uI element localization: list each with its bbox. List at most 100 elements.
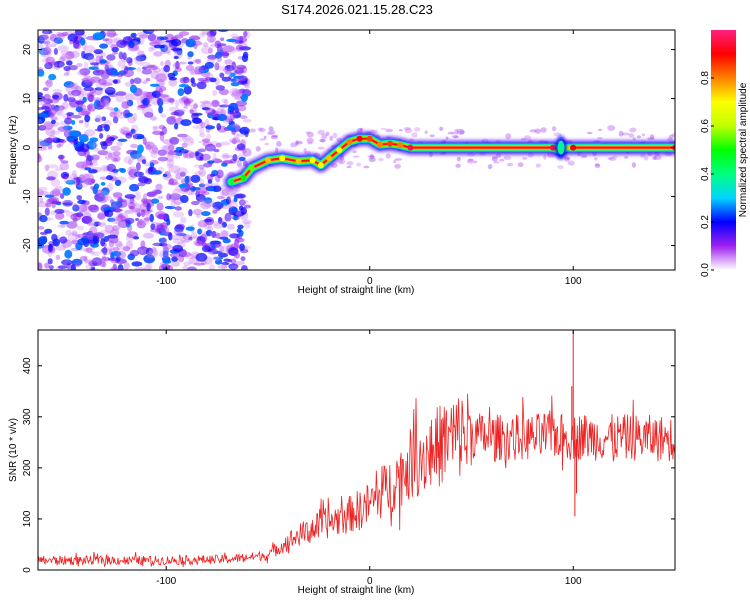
noise-blob <box>135 55 146 62</box>
noise-blob <box>367 155 376 158</box>
noise-blob <box>42 46 52 56</box>
noise-blob <box>58 62 64 68</box>
noise-blob <box>89 137 99 143</box>
noise-blob <box>233 75 245 79</box>
noise-blob <box>78 134 89 143</box>
noise-blob <box>167 150 180 156</box>
spectrogram-xtick-label: -100 <box>156 276 176 287</box>
noise-blob <box>59 154 64 162</box>
noise-blob <box>67 232 78 241</box>
noise-blob <box>215 85 225 91</box>
noise-blob <box>75 233 80 240</box>
noise-blob <box>197 148 206 153</box>
noise-blob <box>116 212 123 219</box>
noise-blob <box>189 137 195 144</box>
noise-blob <box>118 51 124 60</box>
noise-blob <box>439 126 444 131</box>
noise-blob <box>144 111 154 118</box>
noise-blob <box>90 62 99 66</box>
noise-blob <box>363 165 370 169</box>
noise-blob <box>505 133 512 140</box>
noise-blob <box>190 174 201 183</box>
noise-blob <box>227 223 235 230</box>
noise-blob <box>38 189 45 197</box>
noise-blob <box>216 169 224 179</box>
noise-blob <box>189 267 195 270</box>
noise-blob <box>162 250 169 258</box>
noise-blob <box>243 204 252 209</box>
spectrogram-ylabel: Frequency (Hz) <box>8 116 19 185</box>
noise-blob <box>78 120 84 124</box>
noise-blob <box>123 209 135 214</box>
noise-blob <box>197 228 202 235</box>
noise-blob <box>76 225 85 231</box>
noise-blob <box>114 216 122 225</box>
noise-blob <box>128 41 135 49</box>
noise-blob <box>189 109 194 114</box>
noise-blob <box>80 143 90 153</box>
noise-blob <box>122 52 127 61</box>
noise-blob <box>414 127 421 132</box>
noise-blob <box>98 190 109 198</box>
noise-blob <box>136 171 145 177</box>
noise-blob <box>185 226 195 231</box>
noise-blob <box>176 233 187 237</box>
noise-blob <box>90 266 96 270</box>
noise-blob <box>175 173 183 180</box>
spectrogram-xlabel: Height of straight line (km) <box>298 285 415 296</box>
noise-blob <box>136 153 144 162</box>
noise-blob <box>130 128 136 134</box>
noise-blob <box>162 173 168 177</box>
noise-blob <box>217 265 227 269</box>
noise-blob <box>649 134 655 140</box>
noise-blob <box>83 75 91 79</box>
noise-blob <box>44 41 49 47</box>
noise-blob <box>103 98 110 106</box>
noise-blob <box>226 196 231 205</box>
noise-blob <box>92 32 105 40</box>
noise-blob <box>187 51 194 58</box>
noise-blob <box>62 187 71 196</box>
noise-blob <box>135 218 139 221</box>
noise-blob <box>121 199 127 203</box>
noise-blob <box>183 140 194 146</box>
noise-blob <box>89 76 101 83</box>
noise-blob <box>188 236 193 241</box>
noise-blob <box>360 127 364 131</box>
noise-blob <box>522 157 528 160</box>
noise-blob <box>120 111 125 115</box>
noise-blob <box>49 190 61 197</box>
noise-blob <box>209 187 215 192</box>
noise-blob <box>93 148 101 152</box>
noise-blob <box>154 189 162 195</box>
noise-blob <box>239 76 245 82</box>
noise-blob <box>106 54 116 61</box>
noise-blob <box>109 199 115 205</box>
noise-blob <box>206 34 216 43</box>
noise-blob <box>151 170 162 175</box>
noise-blob <box>194 171 203 176</box>
noise-blob <box>607 125 616 131</box>
noise-blob <box>160 236 168 246</box>
noise-blob <box>201 191 210 196</box>
noise-blob <box>48 196 59 204</box>
noise-blob <box>106 58 111 67</box>
noise-blob <box>54 208 65 214</box>
noise-blob <box>668 134 674 139</box>
noise-blob <box>88 66 99 70</box>
noise-blob <box>219 72 225 79</box>
noise-blob <box>112 192 123 198</box>
noise-blob <box>38 153 42 163</box>
noise-blob <box>157 213 168 220</box>
noise-blob <box>162 97 170 105</box>
noise-blob <box>276 141 282 147</box>
noise-blob <box>93 183 100 190</box>
noise-blob <box>125 241 133 250</box>
noise-blob <box>174 201 181 206</box>
noise-blob <box>229 140 242 144</box>
noise-blob <box>226 38 238 43</box>
noise-blob <box>112 225 119 235</box>
noise-blob <box>192 235 199 240</box>
noise-blob <box>79 37 86 46</box>
noise-blob <box>86 259 99 263</box>
